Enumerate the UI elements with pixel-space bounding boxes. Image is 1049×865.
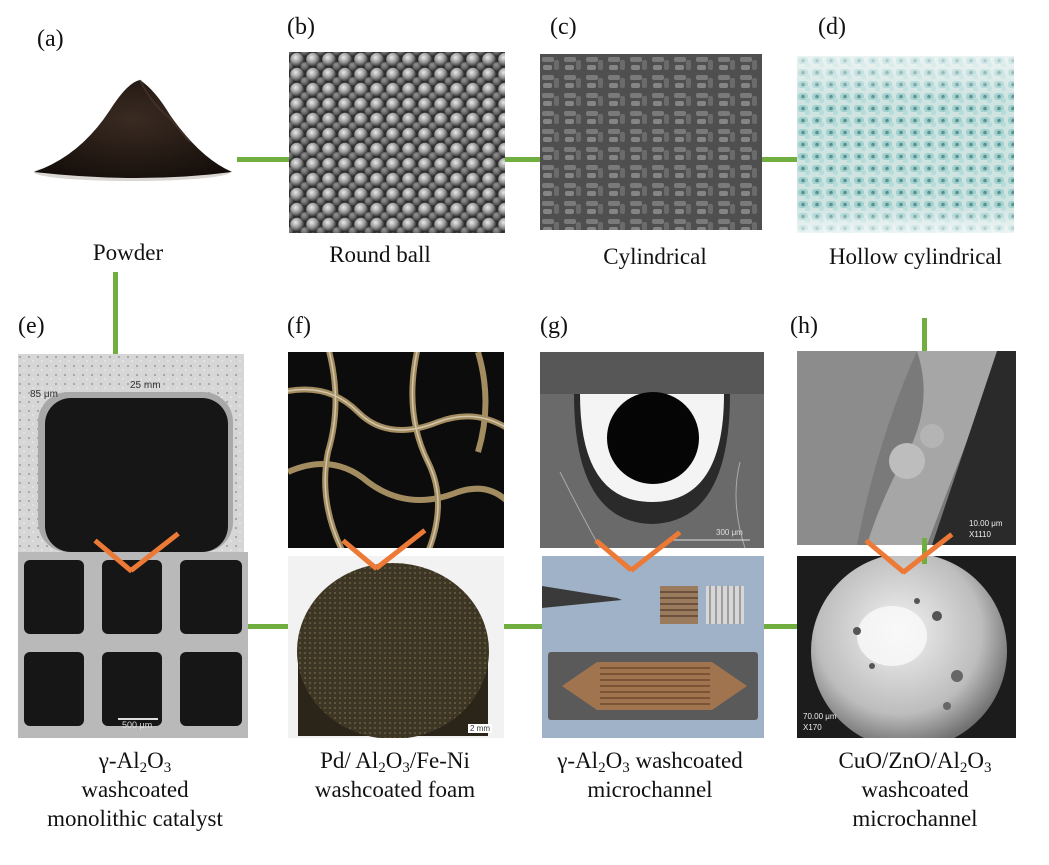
panel-letter-b: (b) xyxy=(287,14,315,40)
connector-f-g xyxy=(504,624,542,629)
cuo-zno-channel-sem: 70.00 μm X170 xyxy=(797,556,1016,738)
scale-label-85um: 85 μm xyxy=(30,389,58,400)
scale-label-10um: 10.00 μm xyxy=(969,519,1003,528)
scale-label-2mm: 2 mm xyxy=(468,724,492,733)
foam-disc-photo: 2 mm xyxy=(288,556,504,738)
caption-g: γ-Al2O3 washcoated microchannel xyxy=(557,748,743,802)
panel-letter-d: (d) xyxy=(818,14,846,40)
panel-letter-h: (h) xyxy=(790,313,818,339)
panel-letter-a: (a) xyxy=(37,26,64,52)
magnification-x1110: X1110 xyxy=(969,530,991,539)
caption-h: CuO/ZnO/Al2O3 washcoated microchannel xyxy=(838,748,992,831)
panel-letter-g: (g) xyxy=(540,313,568,339)
powder-photo xyxy=(30,60,235,195)
microchannel-plate-photo xyxy=(542,556,764,738)
scale-label-500um: 500 μm xyxy=(122,720,153,730)
panel-letter-c: (c) xyxy=(550,14,577,40)
caption-f: Pd/ Al2O3/Fe-Ni washcoated foam xyxy=(314,748,476,802)
round-ball-photo xyxy=(289,52,505,233)
connector-a-b xyxy=(237,157,289,162)
monolith-channel-sem: 85 μm 25 mm xyxy=(18,354,244,552)
scale-label-300um: 300 μm xyxy=(716,528,743,537)
connector-c-d xyxy=(762,157,798,162)
connector-g-h xyxy=(764,624,798,629)
cuo-zno-coating-sem: 10.00 μm X1110 xyxy=(797,351,1016,545)
caption-e: γ-Al2O3 washcoated monolithic catalyst xyxy=(47,748,223,831)
scale-label-25mm: 25 mm xyxy=(130,380,161,391)
panel-letter-f: (f) xyxy=(287,313,311,339)
foam-microscope-photo xyxy=(288,352,504,548)
scale-label-70um: 70.00 μm xyxy=(803,712,837,721)
cylindrical-photo xyxy=(540,54,762,230)
caption-hollow-cylindrical: Hollow cylindrical xyxy=(828,244,1003,269)
microchannel-sem: 300 μm xyxy=(540,352,764,548)
connector-b-c xyxy=(505,157,541,162)
connector-h-top xyxy=(922,318,927,351)
caption-round-ball: Round ball xyxy=(329,242,431,267)
caption-powder: Powder xyxy=(92,240,164,265)
magnification-x170: X170 xyxy=(803,723,822,732)
connector-e-f xyxy=(248,624,288,629)
connector-a-e xyxy=(113,272,118,354)
caption-cylindrical: Cylindrical xyxy=(603,244,707,269)
monolith-grid-sem: 500 μm xyxy=(18,552,248,738)
hollow-cylindrical-photo xyxy=(797,56,1014,233)
panel-letter-e: (e) xyxy=(18,313,45,339)
